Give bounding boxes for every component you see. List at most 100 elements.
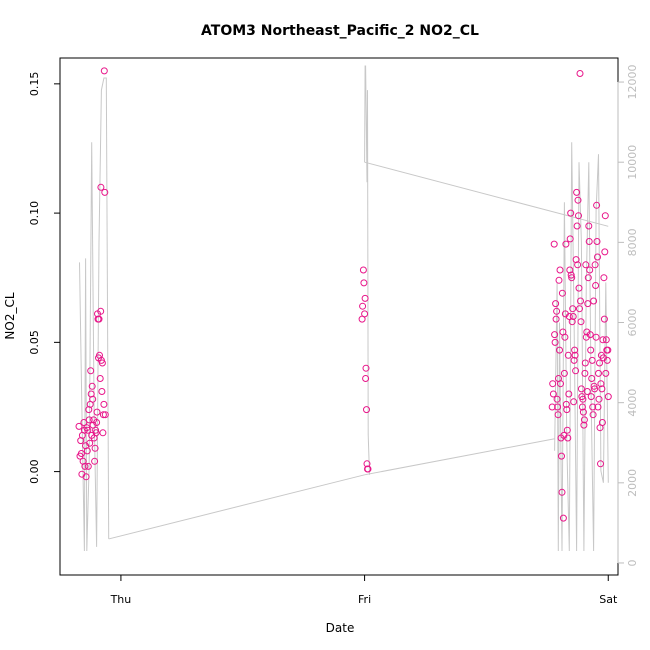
data-point — [556, 346, 563, 354]
data-point — [551, 338, 559, 346]
data-point — [87, 367, 95, 375]
left-tick-label: 0.05 — [28, 330, 41, 355]
data-point — [565, 390, 573, 398]
data-point — [569, 305, 577, 313]
data-point — [599, 336, 607, 344]
data-point — [565, 313, 573, 320]
altitude-connector-line — [364, 161, 609, 227]
data-point — [562, 400, 570, 408]
data-point — [573, 188, 581, 196]
right-y-axis: 0 2000 4000 6000 8000 10000 12000 — [617, 65, 639, 566]
data-point — [593, 238, 601, 245]
chart-title: ATOM3 Northeast_Pacific_2 NO2_CL — [201, 23, 479, 39]
data-point — [101, 188, 109, 196]
data-point — [586, 266, 594, 274]
data-point — [591, 385, 599, 393]
data-point — [98, 388, 106, 395]
right-tick-label: 0 — [626, 559, 639, 566]
right-tick-label: 6000 — [626, 309, 639, 337]
data-point — [601, 212, 609, 220]
data-point — [101, 411, 109, 419]
data-point — [361, 310, 369, 318]
right-tick-label: 2000 — [626, 469, 639, 497]
data-point — [97, 183, 105, 191]
left-tick-label: 0.15 — [28, 72, 41, 97]
data-point — [604, 346, 612, 354]
data-point — [583, 388, 591, 395]
data-point — [566, 235, 574, 243]
data-point — [556, 266, 564, 274]
data-point — [591, 261, 599, 269]
data-point — [551, 331, 559, 339]
data-point — [581, 359, 589, 367]
data-point — [99, 429, 107, 437]
data-point — [552, 315, 560, 323]
data-point — [594, 253, 601, 261]
data-point — [577, 318, 585, 326]
data-point — [600, 274, 608, 282]
data-point — [598, 385, 606, 393]
data-point — [601, 248, 609, 256]
data-point — [600, 315, 608, 323]
data-point — [597, 460, 604, 468]
data-point — [364, 465, 372, 473]
x-axis-label: Date — [326, 621, 355, 635]
data-point — [572, 367, 580, 375]
right-tick-label: 4000 — [626, 389, 639, 417]
data-point — [585, 222, 593, 230]
data-point — [568, 274, 576, 282]
data-point — [97, 307, 105, 315]
data-point — [580, 416, 588, 424]
data-point — [578, 403, 586, 411]
data-point — [590, 297, 598, 305]
right-tick-label: 12000 — [626, 65, 639, 100]
data-point — [581, 369, 589, 377]
data-point — [549, 380, 557, 388]
data-point — [564, 434, 572, 442]
data-point — [570, 356, 578, 364]
data-point — [585, 238, 593, 245]
data-point — [576, 70, 584, 77]
data-point — [592, 282, 600, 289]
plot-frame — [59, 57, 619, 576]
data-point — [83, 447, 91, 455]
data-point — [363, 406, 370, 414]
data-point — [574, 196, 582, 204]
data-point — [579, 395, 587, 403]
data-point — [88, 382, 96, 390]
data-point — [359, 302, 367, 310]
data-point — [82, 473, 90, 481]
data-point — [598, 419, 606, 426]
data-point — [595, 395, 603, 403]
data-point — [96, 375, 104, 382]
data-point — [93, 419, 101, 426]
altitude-line-segment — [364, 65, 370, 475]
data-point — [563, 426, 571, 434]
data-point — [77, 450, 85, 457]
data-point — [571, 346, 579, 354]
data-point — [553, 395, 561, 403]
data-point — [567, 209, 575, 217]
data-point — [587, 346, 595, 354]
data-point — [579, 408, 587, 416]
data-point — [593, 201, 601, 209]
data-point — [89, 395, 97, 403]
data-point — [98, 359, 106, 367]
data-point — [586, 331, 594, 339]
data-point — [594, 403, 602, 411]
data-point — [84, 462, 92, 470]
data-point — [597, 380, 605, 388]
data-point — [550, 240, 558, 248]
data-point — [100, 400, 108, 408]
data-point — [558, 488, 566, 496]
altitude-connector-line — [108, 474, 365, 540]
data-point — [549, 390, 557, 398]
data-point — [81, 462, 89, 470]
data-point — [363, 460, 371, 468]
data-point — [86, 439, 94, 447]
data-point — [553, 307, 561, 315]
data-point — [75, 422, 83, 430]
data-point — [95, 315, 103, 323]
data-point — [99, 411, 107, 419]
altitude-line-segment — [79, 77, 110, 552]
